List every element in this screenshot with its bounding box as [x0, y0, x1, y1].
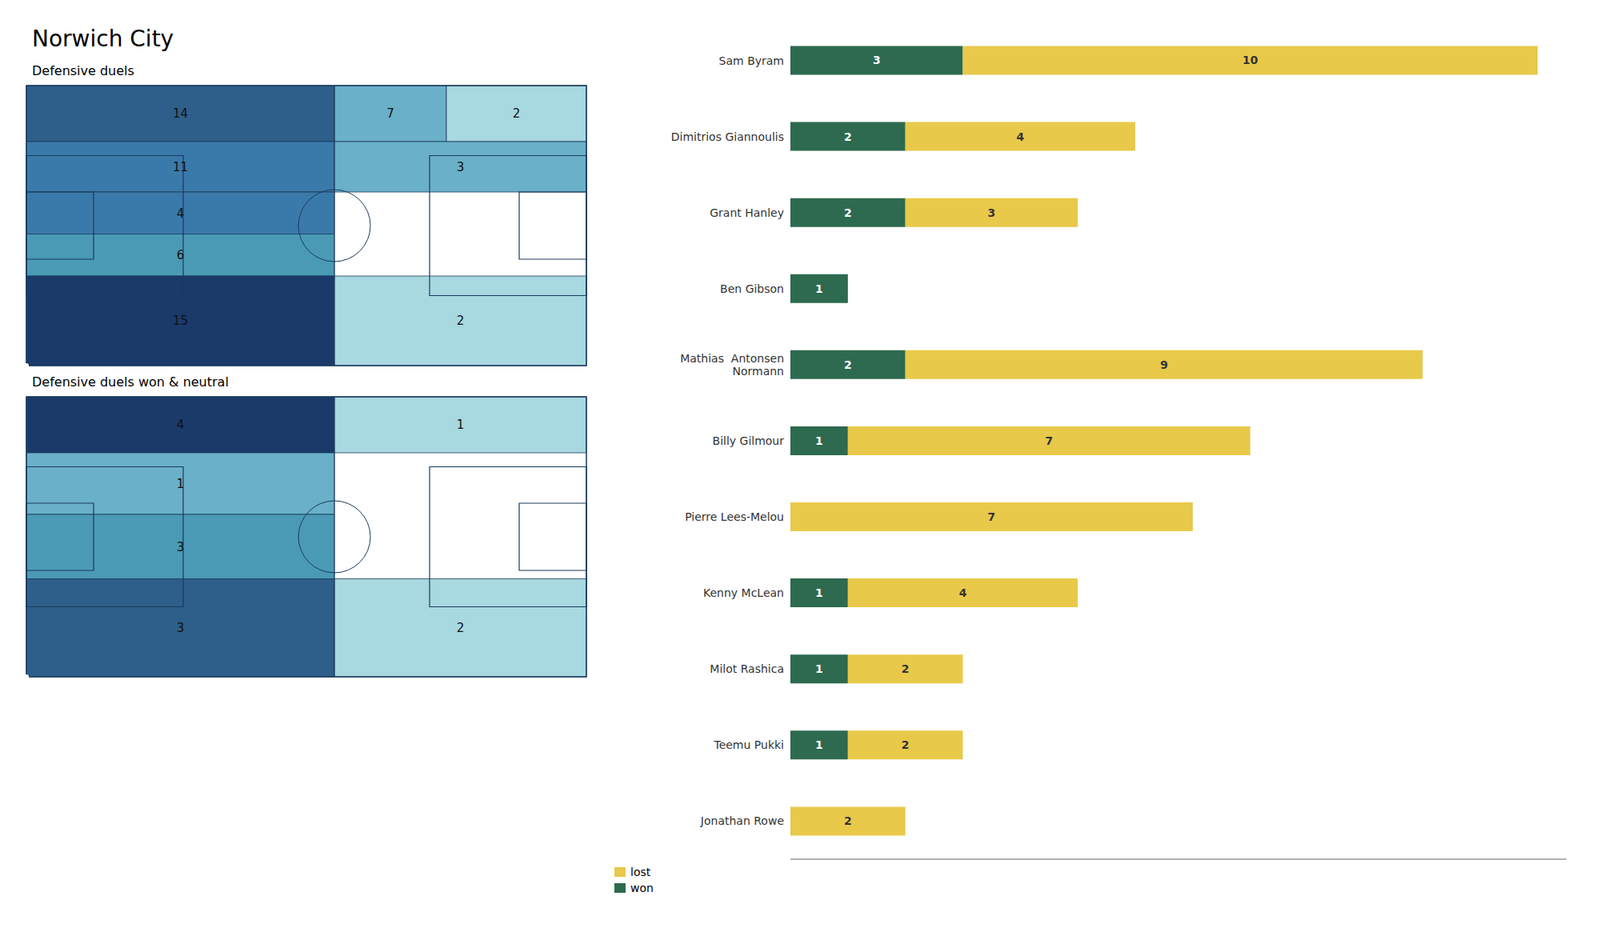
svg-text:Mathias AntonsenNormann: Mathias AntonsenNormann	[680, 352, 784, 378]
svg-text:1: 1	[815, 738, 824, 752]
svg-text:3: 3	[176, 620, 185, 636]
svg-text:4: 4	[176, 206, 185, 221]
svg-text:1: 1	[815, 662, 824, 676]
svg-text:4: 4	[176, 417, 185, 432]
svg-text:7: 7	[988, 510, 996, 524]
svg-text:6: 6	[176, 248, 185, 263]
html-text:lost: lost	[630, 865, 651, 879]
svg-text:1: 1	[176, 476, 185, 492]
html-text:Norwich City: Norwich City	[32, 25, 174, 52]
svg-text:9: 9	[1160, 358, 1168, 372]
svg-text:3: 3	[456, 160, 465, 175]
svg-text:1: 1	[815, 434, 824, 448]
html-text:Defensive duels won & neutral: Defensive duels won & neutral	[32, 374, 229, 390]
html-text:Defensive duels: Defensive duels	[32, 63, 135, 79]
html-text:won: won	[630, 881, 654, 895]
svg-text:Milot Rashica: Milot Rashica	[709, 662, 784, 676]
svg-text:14: 14	[172, 106, 188, 121]
svg-text:1: 1	[456, 417, 465, 432]
svg-text:2: 2	[844, 814, 852, 828]
svg-text:Billy Gilmour: Billy Gilmour	[712, 434, 785, 448]
svg-text:4: 4	[1016, 130, 1025, 144]
svg-text:Kenny McLean: Kenny McLean	[703, 586, 784, 600]
svg-text:4: 4	[959, 586, 968, 600]
svg-text:2: 2	[844, 358, 852, 372]
svg-text:Sam Byram: Sam Byram	[719, 54, 784, 68]
svg-text:3: 3	[988, 206, 996, 220]
svg-text:Jonathan Rowe: Jonathan Rowe	[700, 814, 784, 828]
svg-text:2: 2	[844, 130, 852, 144]
svg-text:3: 3	[176, 540, 185, 555]
svg-text:Ben Gibson: Ben Gibson	[720, 282, 784, 296]
svg-text:7: 7	[1044, 434, 1053, 448]
svg-text:1: 1	[815, 282, 824, 296]
svg-text:Teemu Pukki: Teemu Pukki	[712, 738, 784, 752]
svg-text:7: 7	[386, 106, 395, 121]
svg-text:1: 1	[815, 586, 824, 600]
svg-text:2: 2	[901, 738, 910, 752]
svg-text:10: 10	[1242, 53, 1259, 67]
svg-text:Grant Hanley: Grant Hanley	[709, 206, 784, 220]
svg-text:2: 2	[456, 313, 465, 328]
svg-text:Pierre Lees-Melou: Pierre Lees-Melou	[684, 510, 784, 524]
svg-text:2: 2	[844, 206, 852, 220]
svg-text:2: 2	[901, 662, 910, 676]
svg-text:Dimitrios Giannoulis: Dimitrios Giannoulis	[671, 130, 784, 144]
svg-text:2: 2	[456, 620, 465, 636]
svg-text:11: 11	[172, 160, 188, 175]
svg-text:15: 15	[172, 313, 188, 328]
svg-text:2: 2	[512, 106, 521, 121]
svg-text:3: 3	[872, 53, 881, 67]
